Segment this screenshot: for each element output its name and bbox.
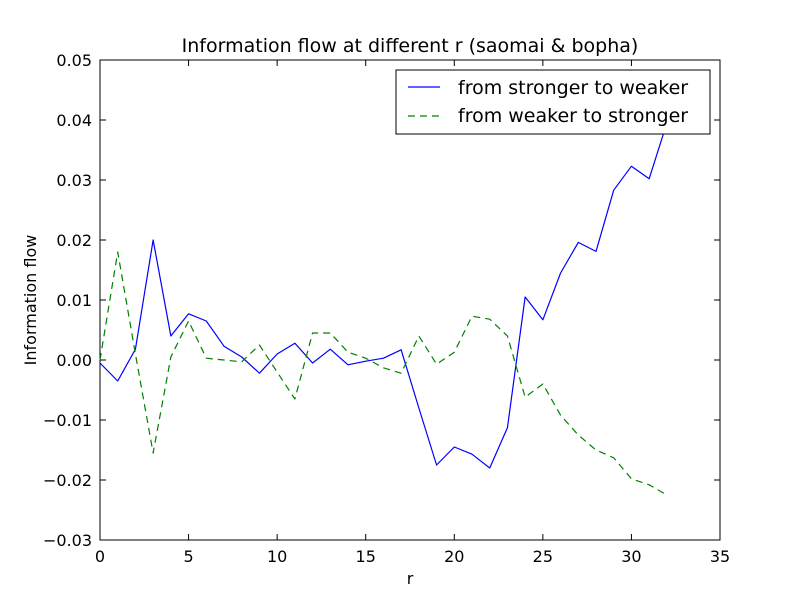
x-axis-label: r	[407, 569, 414, 588]
series-line-stronger-to-weaker	[99, 122, 668, 469]
legend: from stronger to weaker from weaker to s…	[395, 69, 711, 135]
x-tick-label: 20	[444, 547, 464, 566]
y-axis: −0.03 −0.02 −0.01 0.00 0.01 0.02 0.03 0.04 0.05	[43, 51, 720, 550]
plot-area	[99, 59, 721, 541]
y-tick-label: −0.01	[43, 411, 92, 430]
y-tick-label: 0.03	[56, 171, 92, 190]
x-tick-label: 35	[710, 547, 730, 566]
legend-label-weaker-to-stronger: from weaker to stronger	[458, 105, 688, 127]
y-tick-label: −0.02	[43, 471, 92, 490]
legend-box	[395, 69, 711, 135]
series-line-weaker-to-stronger	[99, 251, 668, 496]
x-tick-label: 25	[533, 547, 553, 566]
y-tick-label: −0.03	[43, 531, 92, 550]
x-tick-label: 30	[621, 547, 641, 566]
y-axis-label: Information flow	[21, 235, 40, 366]
x-axis: 0 5 10 15 20 25 30 35	[95, 60, 730, 566]
series-layer	[99, 122, 668, 496]
x-tick-label: 5	[183, 547, 193, 566]
x-tick-label: 15	[356, 547, 376, 566]
y-tick-label: 0.02	[56, 231, 92, 250]
y-tick-label: 0.05	[56, 51, 92, 70]
x-tick-label: 10	[267, 547, 287, 566]
y-tick-label: 0.04	[56, 111, 92, 130]
y-tick-label: 0.00	[56, 351, 92, 370]
legend-label-stronger-to-weaker: from stronger to weaker	[458, 77, 688, 99]
x-tick-label: 0	[95, 547, 105, 566]
chart-title: Information flow at different r (saomai …	[182, 35, 639, 57]
y-tick-label: 0.01	[56, 291, 92, 310]
